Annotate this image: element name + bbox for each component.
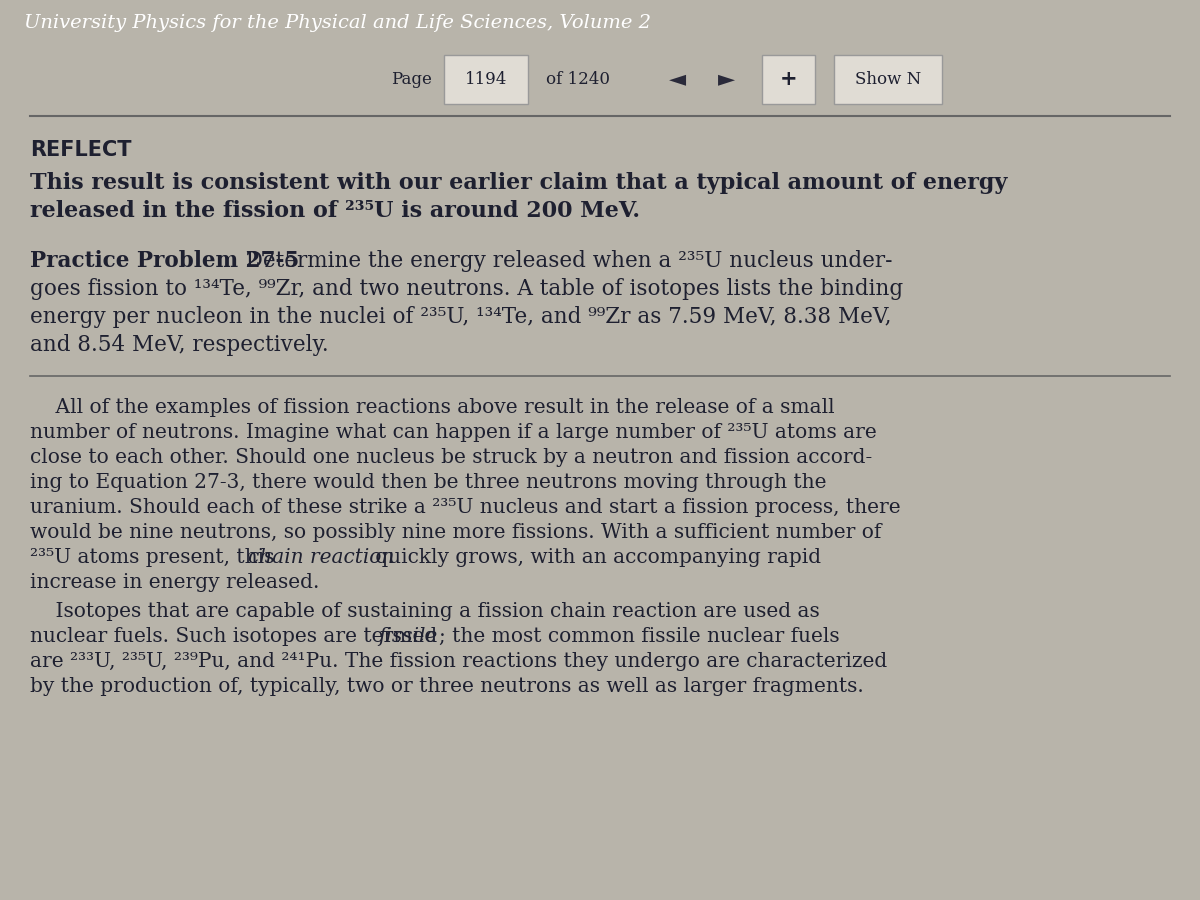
Text: goes fission to ¹³⁴Te, ⁹⁹Zr, and two neutrons. A table of isotopes lists the bin: goes fission to ¹³⁴Te, ⁹⁹Zr, and two neu… — [30, 277, 904, 300]
Text: close to each other. Should one nucleus be struck by a neutron and fission accor: close to each other. Should one nucleus … — [30, 447, 872, 466]
Text: Isotopes that are capable of sustaining a fission chain reaction are used as: Isotopes that are capable of sustaining … — [30, 601, 820, 621]
Text: ²³⁵U atoms present, this: ²³⁵U atoms present, this — [30, 547, 281, 567]
Text: increase in energy released.: increase in energy released. — [30, 572, 319, 591]
Text: nuclear fuels. Such isotopes are termed: nuclear fuels. Such isotopes are termed — [30, 626, 444, 645]
Text: Determine the energy released when a ²³⁵U nucleus under-: Determine the energy released when a ²³⁵… — [232, 249, 893, 272]
Text: ; the most common fissile nuclear fuels: ; the most common fissile nuclear fuels — [439, 626, 840, 645]
Text: released in the fission of ²³⁵U is around 200 MeV.: released in the fission of ²³⁵U is aroun… — [30, 200, 640, 221]
Text: energy per nucleon in the nuclei of ²³⁵U, ¹³⁴Te, and ⁹⁹Zr as 7.59 MeV, 8.38 MeV,: energy per nucleon in the nuclei of ²³⁵U… — [30, 306, 892, 328]
Text: uranium. Should each of these strike a ²³⁵U nucleus and start a fission process,: uranium. Should each of these strike a ²… — [30, 498, 901, 517]
Text: Practice Problem 27-5: Practice Problem 27-5 — [30, 249, 299, 272]
FancyBboxPatch shape — [762, 55, 815, 104]
Text: This result is consistent with our earlier claim that a typical amount of energy: This result is consistent with our earli… — [30, 172, 1007, 194]
Text: would be nine neutrons, so possibly nine more fissions. With a sufficient number: would be nine neutrons, so possibly nine… — [30, 523, 881, 542]
Text: University Physics for the Physical and Life Sciences, Volume 2: University Physics for the Physical and … — [24, 14, 650, 32]
Text: 1194: 1194 — [464, 71, 508, 87]
FancyBboxPatch shape — [834, 55, 942, 104]
Text: fissile: fissile — [378, 626, 437, 645]
Text: +: + — [780, 69, 797, 89]
Text: are ²³³U, ²³⁵U, ²³⁹Pu, and ²⁴¹Pu. The fission reactions they undergo are charact: are ²³³U, ²³⁵U, ²³⁹Pu, and ²⁴¹Pu. The fi… — [30, 652, 887, 670]
Text: of 1240: of 1240 — [546, 71, 610, 87]
Text: chain reaction: chain reaction — [247, 547, 394, 567]
Text: by the production of, typically, two or three neutrons as well as larger fragmen: by the production of, typically, two or … — [30, 677, 864, 696]
Text: ing to Equation 27-3, there would then be three neutrons moving through the: ing to Equation 27-3, there would then b… — [30, 472, 827, 491]
Text: ►: ► — [718, 69, 734, 89]
Text: REFLECT: REFLECT — [30, 140, 132, 159]
Text: All of the examples of fission reactions above result in the release of a small: All of the examples of fission reactions… — [30, 398, 835, 417]
Text: number of neutrons. Imagine what can happen if a large number of ²³⁵U atoms are: number of neutrons. Imagine what can hap… — [30, 423, 877, 442]
Text: Show N: Show N — [854, 71, 922, 87]
Text: quickly grows, with an accompanying rapid: quickly grows, with an accompanying rapi… — [370, 547, 822, 567]
FancyBboxPatch shape — [444, 55, 528, 104]
Text: and 8.54 MeV, respectively.: and 8.54 MeV, respectively. — [30, 334, 329, 356]
Text: Page: Page — [391, 71, 432, 87]
Text: ◄: ◄ — [670, 69, 686, 89]
